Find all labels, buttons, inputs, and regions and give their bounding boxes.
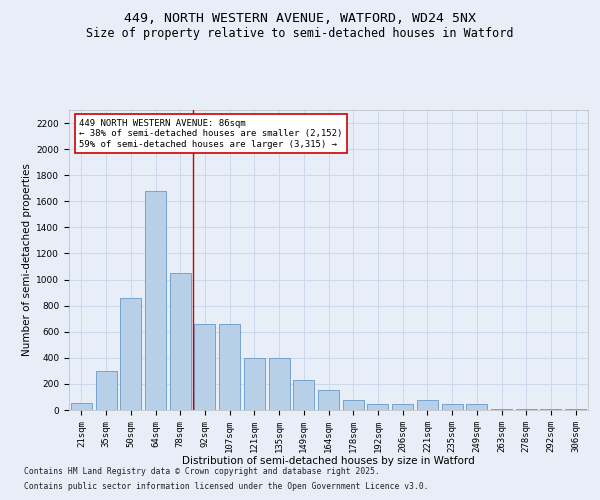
Bar [392,404,413,410]
Text: 449 NORTH WESTERN AVENUE: 86sqm
← 38% of semi-detached houses are smaller (2,152: 449 NORTH WESTERN AVENUE: 86sqm ← 38% of… [79,119,343,149]
Bar [219,324,240,410]
Bar [194,324,215,410]
Text: 449, NORTH WESTERN AVENUE, WATFORD, WD24 5NX: 449, NORTH WESTERN AVENUE, WATFORD, WD24… [124,12,476,26]
Bar [491,408,512,410]
Text: Size of property relative to semi-detached houses in Watford: Size of property relative to semi-detach… [86,28,514,40]
Bar [318,390,339,410]
Text: Contains HM Land Registry data © Crown copyright and database right 2025.: Contains HM Land Registry data © Crown c… [24,467,380,476]
Bar [565,408,586,410]
X-axis label: Distribution of semi-detached houses by size in Watford: Distribution of semi-detached houses by … [182,456,475,466]
Bar [145,191,166,410]
Y-axis label: Number of semi-detached properties: Number of semi-detached properties [22,164,32,356]
Bar [269,358,290,410]
Bar [367,404,388,410]
Bar [95,371,116,410]
Bar [120,298,141,410]
Bar [516,408,537,410]
Bar [417,400,438,410]
Bar [293,380,314,410]
Bar [541,408,562,410]
Bar [343,400,364,410]
Bar [244,358,265,410]
Bar [71,404,92,410]
Bar [442,404,463,410]
Bar [466,404,487,410]
Text: Contains public sector information licensed under the Open Government Licence v3: Contains public sector information licen… [24,482,428,491]
Bar [170,273,191,410]
